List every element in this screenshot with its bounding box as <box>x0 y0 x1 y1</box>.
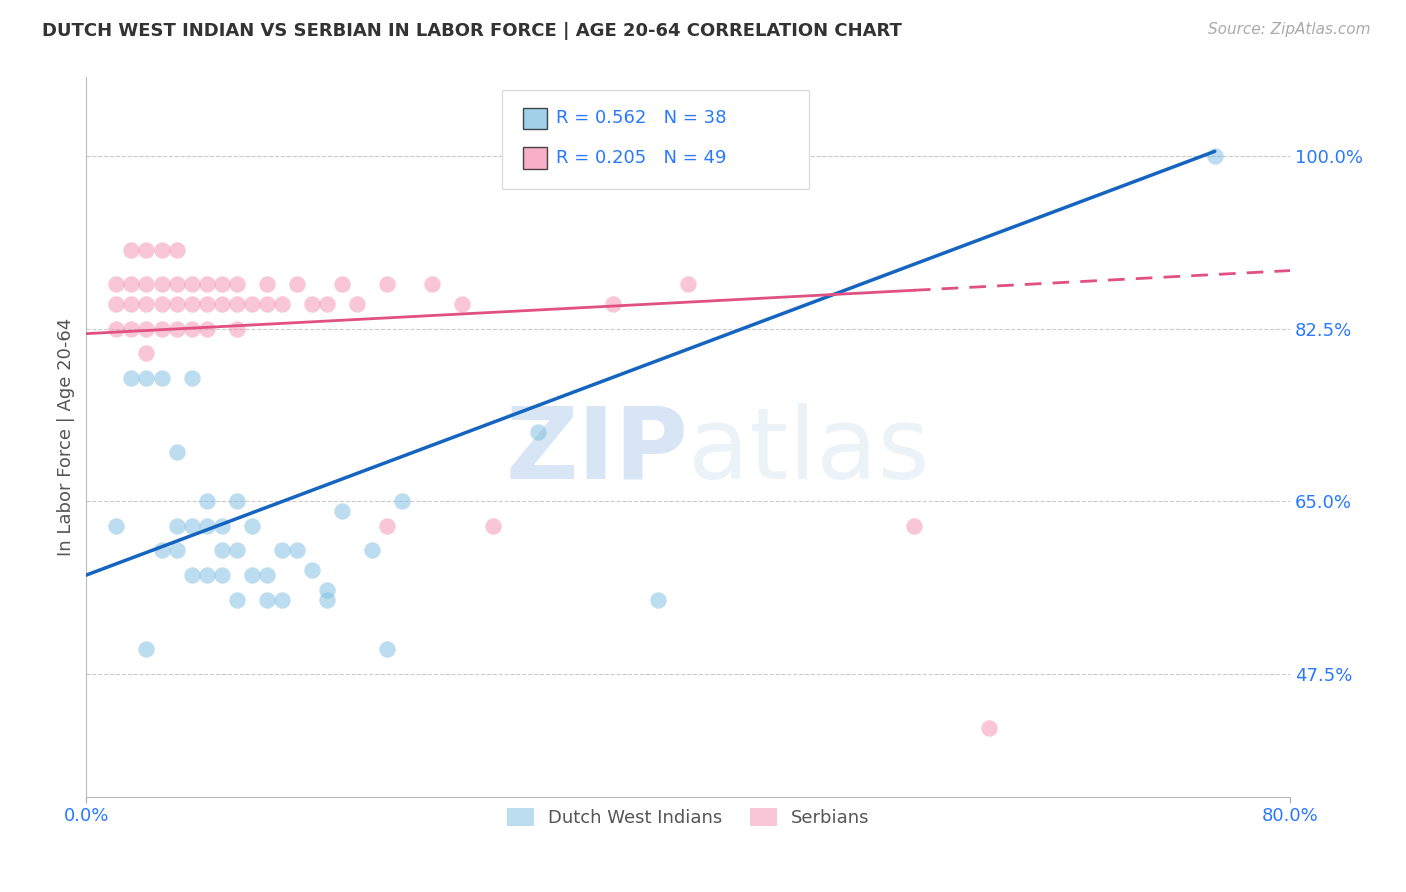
Point <box>180 297 202 311</box>
Point <box>166 322 188 336</box>
Point <box>166 277 188 292</box>
Point <box>195 277 218 292</box>
Point <box>256 297 278 311</box>
Point <box>240 518 263 533</box>
Point <box>256 568 278 582</box>
Point <box>105 322 128 336</box>
FancyBboxPatch shape <box>523 147 547 169</box>
Point <box>166 445 188 459</box>
Point <box>166 297 188 311</box>
Point <box>225 277 247 292</box>
Point <box>195 322 218 336</box>
Point <box>451 297 474 311</box>
Point <box>135 297 157 311</box>
Point <box>375 642 398 657</box>
Point <box>120 243 142 257</box>
Point <box>211 518 233 533</box>
Point <box>180 518 202 533</box>
Text: R = 0.562   N = 38: R = 0.562 N = 38 <box>555 110 727 128</box>
Point <box>225 543 247 558</box>
Text: atlas: atlas <box>688 403 929 500</box>
Point <box>135 371 157 385</box>
Point <box>180 568 202 582</box>
Point <box>422 277 444 292</box>
Point <box>195 297 218 311</box>
Point <box>903 518 925 533</box>
Point <box>285 277 308 292</box>
Point <box>240 297 263 311</box>
Point <box>270 592 292 607</box>
Point <box>256 592 278 607</box>
Point <box>195 494 218 508</box>
Point <box>150 277 173 292</box>
FancyBboxPatch shape <box>523 108 547 129</box>
Point <box>285 543 308 558</box>
Point <box>195 518 218 533</box>
Text: Source: ZipAtlas.com: Source: ZipAtlas.com <box>1208 22 1371 37</box>
Point <box>150 297 173 311</box>
Point <box>1204 149 1226 163</box>
Point <box>180 371 202 385</box>
Point <box>105 297 128 311</box>
Point <box>676 277 699 292</box>
Point <box>180 322 202 336</box>
Point <box>361 543 384 558</box>
Point <box>166 518 188 533</box>
Point <box>301 297 323 311</box>
Point <box>120 322 142 336</box>
Point <box>150 543 173 558</box>
Point <box>225 494 247 508</box>
Point <box>977 721 1000 735</box>
Point <box>391 494 413 508</box>
Point <box>316 297 339 311</box>
Point <box>602 297 624 311</box>
Point <box>211 277 233 292</box>
Point <box>375 518 398 533</box>
Point <box>211 568 233 582</box>
Point <box>316 582 339 597</box>
Point <box>301 563 323 577</box>
Point <box>150 322 173 336</box>
Point <box>526 425 548 440</box>
Point <box>105 518 128 533</box>
Point <box>330 504 353 518</box>
Point <box>481 518 503 533</box>
Point <box>270 297 292 311</box>
Point <box>225 322 247 336</box>
Point <box>135 346 157 360</box>
FancyBboxPatch shape <box>502 90 808 189</box>
Point <box>256 277 278 292</box>
Point <box>120 371 142 385</box>
Point <box>166 243 188 257</box>
Point <box>135 322 157 336</box>
Point <box>120 277 142 292</box>
Text: ZIP: ZIP <box>505 403 688 500</box>
Point <box>105 277 128 292</box>
Point <box>225 592 247 607</box>
Point <box>195 568 218 582</box>
Point <box>150 371 173 385</box>
Point <box>211 297 233 311</box>
Y-axis label: In Labor Force | Age 20-64: In Labor Force | Age 20-64 <box>58 318 75 557</box>
Point <box>135 277 157 292</box>
Point <box>211 543 233 558</box>
Point <box>270 543 292 558</box>
Point <box>150 243 173 257</box>
Point <box>346 297 368 311</box>
Text: DUTCH WEST INDIAN VS SERBIAN IN LABOR FORCE | AGE 20-64 CORRELATION CHART: DUTCH WEST INDIAN VS SERBIAN IN LABOR FO… <box>42 22 903 40</box>
Point <box>135 642 157 657</box>
Point <box>647 592 669 607</box>
Point <box>166 543 188 558</box>
Legend: Dutch West Indians, Serbians: Dutch West Indians, Serbians <box>499 801 877 835</box>
Point <box>135 243 157 257</box>
Point <box>180 277 202 292</box>
Point <box>330 277 353 292</box>
Text: R = 0.205   N = 49: R = 0.205 N = 49 <box>555 149 727 167</box>
Point <box>375 277 398 292</box>
Point <box>225 297 247 311</box>
Point <box>240 568 263 582</box>
Point <box>120 297 142 311</box>
Point <box>316 592 339 607</box>
